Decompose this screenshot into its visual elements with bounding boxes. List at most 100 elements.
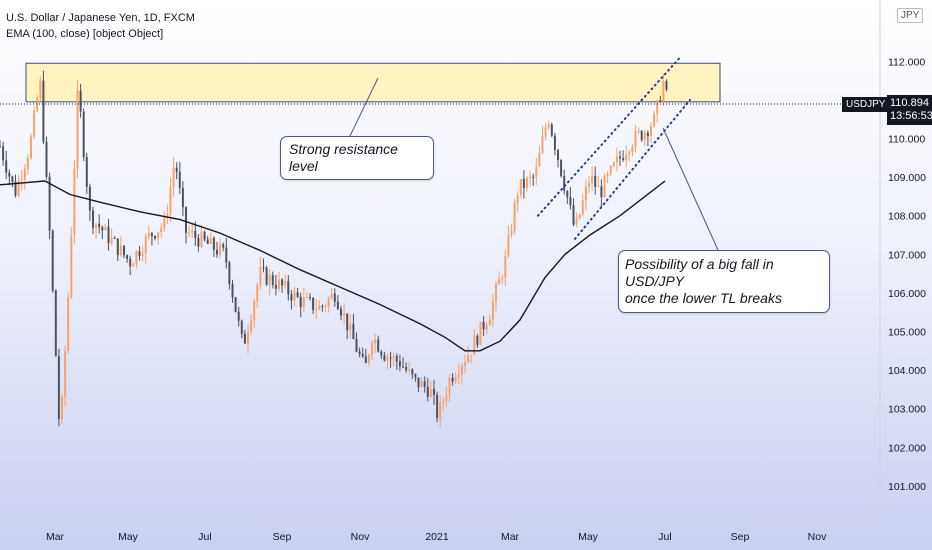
candle: [163, 211, 166, 232]
candle: [628, 149, 631, 162]
candle: [271, 271, 274, 289]
candle: [349, 314, 352, 339]
candle: [634, 125, 637, 153]
candle: [51, 229, 54, 293]
candle: [476, 334, 479, 349]
candle: [231, 279, 234, 303]
resistance-callout[interactable]: Strong resistance level: [280, 136, 434, 180]
candle: [57, 348, 60, 427]
candle: [324, 303, 327, 313]
candle: [284, 274, 287, 289]
candle: [70, 227, 73, 299]
candle: [600, 179, 603, 208]
candle: [361, 347, 364, 358]
candle: [253, 298, 256, 329]
candle: [42, 70, 45, 145]
candle: [302, 287, 305, 312]
candle: [262, 258, 265, 273]
x-tick-label: Nov: [351, 531, 370, 543]
indicator-label[interactable]: EMA (100, close) [object Object]: [6, 28, 164, 40]
candle: [498, 271, 501, 285]
candle: [79, 83, 82, 118]
chart-legend: U.S. Dollar / Japanese Yen, 1D, FXCM EMA…: [6, 10, 195, 42]
y-tick-label: 109.000: [888, 172, 926, 184]
candle: [501, 274, 504, 285]
x-tick-label: Jul: [658, 531, 671, 543]
y-tick-label: 107.000: [888, 249, 926, 261]
candle: [423, 376, 426, 393]
x-tick-label: Sep: [273, 531, 292, 543]
candle: [504, 249, 507, 287]
y-tick-label: 103.000: [888, 404, 926, 416]
x-axis[interactable]: Mar May Jul Sep Nov 2021 Mar May Jul Sep Nov: [0, 524, 878, 543]
candle: [225, 237, 228, 269]
candle: [340, 305, 342, 321]
candle: [538, 146, 541, 168]
candle: [144, 233, 147, 264]
candle: [591, 166, 594, 192]
ema-line: [0, 180, 666, 352]
candle: [20, 169, 23, 191]
candle: [315, 298, 318, 319]
candle: [346, 313, 349, 340]
candle: [374, 333, 377, 354]
candle: [206, 236, 209, 245]
candle: [234, 296, 237, 313]
fall-pointer-line: [662, 127, 719, 251]
channel-upper-line[interactable]: [537, 56, 681, 217]
candle: [240, 319, 243, 339]
candle: [36, 94, 39, 113]
candle: [377, 335, 380, 353]
candle: [439, 394, 442, 428]
resistance-zone[interactable]: [25, 62, 721, 103]
candle: [646, 130, 649, 147]
candle: [380, 350, 383, 359]
candle: [181, 181, 184, 217]
resistance-callout-text: Strong resistance level: [289, 141, 398, 174]
candle: [321, 304, 324, 312]
candle: [426, 378, 429, 402]
candle: [414, 373, 417, 382]
y-tick-label: 101.000: [888, 481, 926, 493]
candle: [222, 242, 225, 252]
x-tick-label: 2021: [425, 531, 449, 543]
candle: [76, 80, 79, 179]
candle: [278, 271, 280, 292]
candle: [392, 352, 395, 367]
fall-callout-line2: once the lower TL breaks: [625, 290, 782, 306]
y-axis[interactable]: 101.000 102.000 103.000 104.000 105.000 106.0…: [879, 0, 926, 550]
candle: [510, 223, 513, 238]
candle: [61, 393, 63, 424]
candle: [352, 313, 355, 340]
candle: [371, 340, 373, 361]
fall-callout[interactable]: Possibility of a big fall in USD/JPY onc…: [618, 250, 830, 313]
candle: [522, 170, 525, 199]
x-tick-label: Mar: [46, 531, 65, 543]
symbol-title[interactable]: U.S. Dollar / Japanese Yen, 1D, FXCM: [6, 12, 195, 24]
candle: [383, 351, 386, 362]
candle: [85, 152, 88, 195]
candle: [2, 141, 5, 166]
candle: [358, 347, 361, 358]
channel-lower-line[interactable]: [574, 98, 691, 240]
candle: [197, 234, 200, 252]
candle: [185, 206, 187, 244]
candle: [281, 278, 284, 293]
candle: [188, 225, 191, 237]
candles-group: [0, 70, 668, 428]
candle: [141, 245, 144, 261]
x-tick-label: Mar: [501, 531, 520, 543]
candle: [336, 295, 339, 311]
candle: [535, 157, 538, 186]
candle: [247, 323, 249, 353]
x-tick-label: May: [118, 531, 139, 543]
candle: [429, 380, 432, 398]
candle: [256, 282, 259, 309]
currency-label[interactable]: JPY: [897, 8, 924, 23]
current-price-tag: 110.894 13:56:53: [887, 95, 932, 125]
candle: [553, 132, 556, 156]
candle: [433, 380, 435, 405]
candle: [175, 162, 178, 180]
